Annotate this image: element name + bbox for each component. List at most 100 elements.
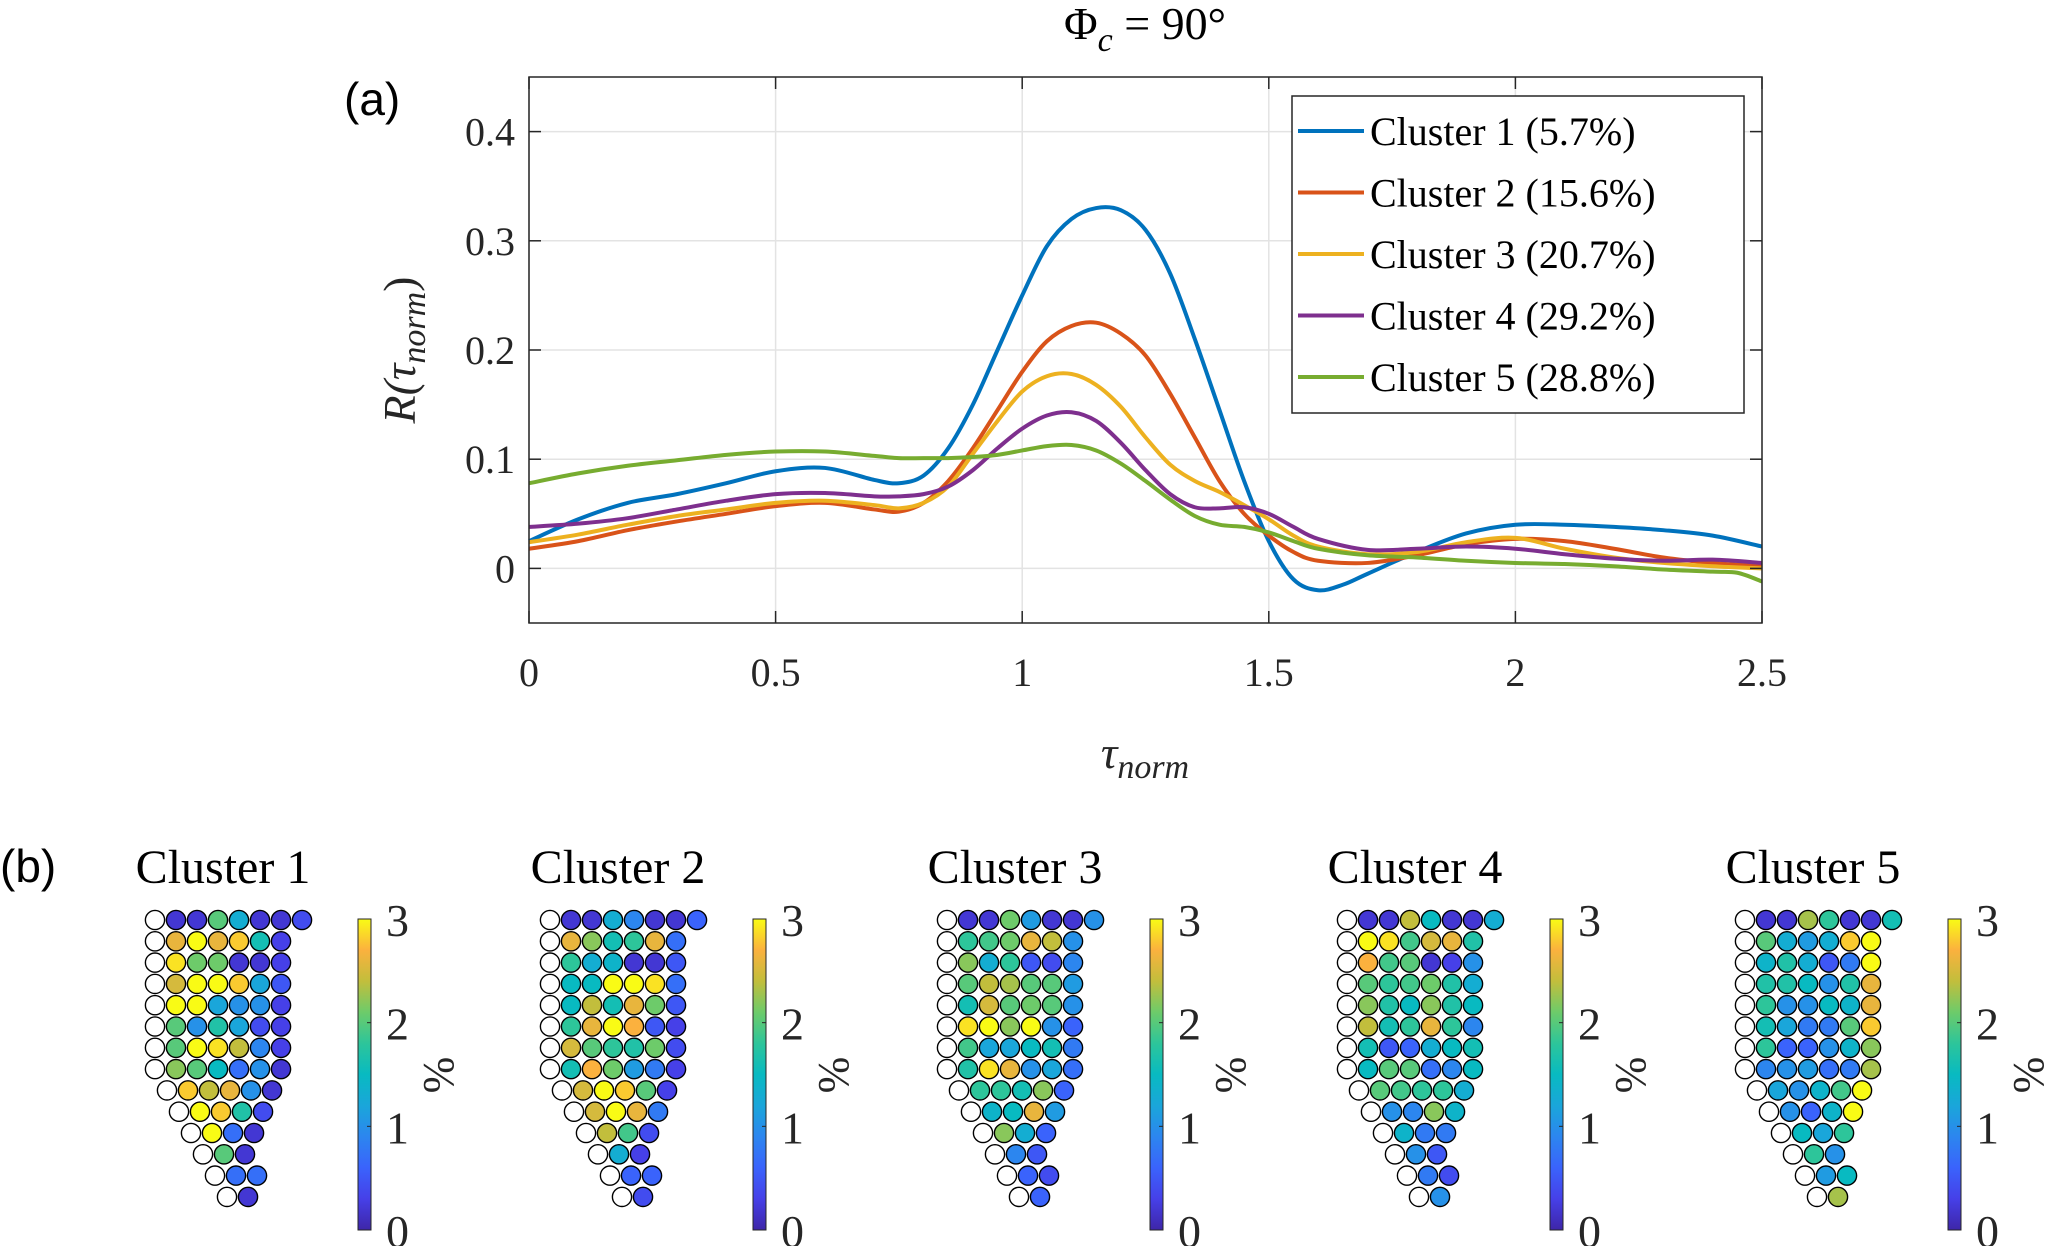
sensor-empty <box>1782 1144 1804 1165</box>
sensor-value <box>1462 909 1484 931</box>
sensor-value <box>252 1101 274 1122</box>
sensor-value <box>1444 1101 1466 1122</box>
figure-title: Φc = 90° <box>1064 0 1226 59</box>
sensor-value <box>623 973 645 995</box>
sensor-value <box>632 1186 654 1208</box>
sensor-value <box>1776 931 1798 952</box>
sensor-value <box>957 931 979 952</box>
sensor-value <box>1818 1016 1840 1037</box>
sensor-value <box>1414 1122 1436 1144</box>
sensor-value <box>1041 1037 1063 1059</box>
sensor-value <box>999 973 1021 995</box>
sensor-value <box>614 1080 636 1101</box>
colorbar-tick-label: 1 <box>781 1102 804 1153</box>
sensor-empty <box>936 994 958 1016</box>
sensor-value <box>1420 994 1442 1016</box>
sensor-value <box>249 931 271 952</box>
sensor-value <box>1429 1186 1451 1208</box>
sensor-value <box>1417 1165 1439 1186</box>
sensor-empty <box>1336 931 1358 952</box>
sensor-value <box>605 1101 627 1122</box>
sensor-value <box>1776 1037 1798 1059</box>
sensor-value <box>560 1016 582 1037</box>
colorbar <box>1947 918 1962 1231</box>
sensor-value <box>999 1058 1021 1080</box>
sensor-empty <box>144 994 166 1016</box>
sensor-empty <box>996 1165 1018 1186</box>
sensor-value <box>623 931 645 952</box>
sensor-empty <box>539 952 561 973</box>
sensor-value <box>957 1037 979 1059</box>
legend: Cluster 1 (5.7%) Cluster 2 (15.6%) Cluster… <box>1291 95 1745 414</box>
sensor-value <box>249 1016 271 1037</box>
sensor-value <box>1767 1080 1789 1101</box>
sensor-value <box>228 973 250 995</box>
sensor-map-title: Cluster 1 <box>136 841 311 894</box>
sensor-value <box>1462 1016 1484 1037</box>
sensor-value <box>1357 1016 1379 1037</box>
sensor-value <box>1378 931 1400 952</box>
sensor-empty <box>1336 909 1358 931</box>
sensor-value <box>1378 1058 1400 1080</box>
colorbar-tick-label: 3 <box>1178 895 1201 946</box>
colorbar-tick-label: 0 <box>386 1206 409 1246</box>
sensor-empty <box>1806 1186 1828 1208</box>
sensor-value <box>978 952 1000 973</box>
sensor-value <box>1020 1058 1042 1080</box>
y-tick-label: 0 <box>495 546 515 591</box>
sensor-value <box>1399 1058 1421 1080</box>
sensor-value <box>665 994 687 1016</box>
sensor-empty <box>587 1144 609 1165</box>
sensor-value <box>1851 1080 1873 1101</box>
sensor-value <box>1462 1058 1484 1080</box>
sensor-empty <box>216 1186 238 1208</box>
sensor-map-cluster-3: Cluster 3 0 1 2 3% <box>928 841 1255 1246</box>
x-tick-label: 1.5 <box>1244 650 1294 695</box>
sensor-value <box>581 973 603 995</box>
sensor-value <box>608 1144 630 1165</box>
sensor-empty <box>1734 931 1756 952</box>
sensor-empty <box>539 909 561 931</box>
sensor-value <box>1860 973 1882 995</box>
colorbar-tick-label: 1 <box>1578 1102 1601 1153</box>
sensor-value <box>1818 973 1840 995</box>
sensor-value <box>993 1122 1015 1144</box>
sensor-value <box>231 1101 253 1122</box>
sensor-value <box>999 994 1021 1016</box>
sensor-empty <box>1770 1122 1792 1144</box>
colorbar <box>357 918 372 1231</box>
sensor-value <box>249 973 271 995</box>
sensor-maps: Cluster 1 0 1 2 3% Cluster 2 0 1 2 3% Cluster 3 0 1 2… <box>136 841 2053 1246</box>
sensor-value <box>1839 931 1861 952</box>
sensor-map-cluster-1: Cluster 1 0 1 2 3% <box>136 841 463 1246</box>
x-tick-label: 2.5 <box>1737 650 1787 695</box>
sensor-value <box>1432 1080 1454 1101</box>
sensor-value <box>1755 1037 1777 1059</box>
sensor-value <box>1881 909 1903 931</box>
sensor-empty <box>204 1165 226 1186</box>
sensor-empty <box>948 1080 970 1101</box>
sensor-empty <box>936 1058 958 1080</box>
sensor-value <box>665 1037 687 1059</box>
sensor-value <box>957 973 979 995</box>
sensor-value <box>1839 1037 1861 1059</box>
sensor-empty <box>539 994 561 1016</box>
sensor-value <box>1755 931 1777 952</box>
sensor-value <box>1062 931 1084 952</box>
sensor-empty <box>168 1101 190 1122</box>
sensor-value <box>1842 1101 1864 1122</box>
colorbar-tick-label: 0 <box>1578 1206 1601 1246</box>
sensor-empty <box>936 909 958 931</box>
sensor-value <box>1441 1016 1463 1037</box>
colorbar-label: % <box>414 1057 463 1094</box>
sensor-value <box>186 909 208 931</box>
sensor-empty <box>972 1122 994 1144</box>
sensor-empty <box>539 1058 561 1080</box>
y-tick-label: 0.2 <box>465 328 515 373</box>
sensor-value <box>1860 1037 1882 1059</box>
colorbar <box>1549 918 1564 1231</box>
colorbar-tick-label: 2 <box>1178 999 1201 1050</box>
sensor-value <box>560 994 582 1016</box>
sensor-empty <box>1372 1122 1394 1144</box>
sensor-value <box>602 994 624 1016</box>
